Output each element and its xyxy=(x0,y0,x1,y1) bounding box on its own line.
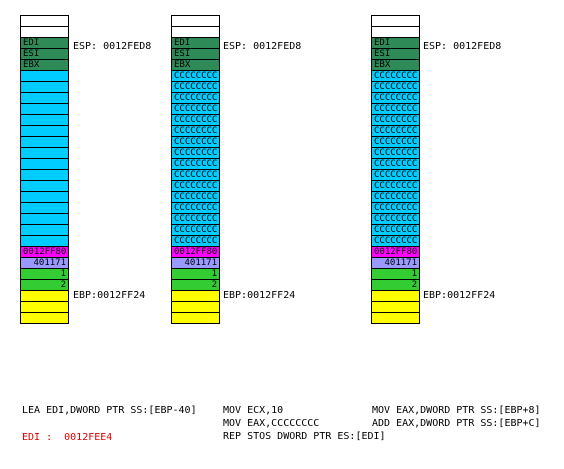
esp-label-1: ESP: 0012FED8 xyxy=(73,41,152,52)
stack-diagram-2: EDI ESI EBX CCCCCCCC CCCCCCCC CCCCCCCC CCCCCCC… xyxy=(171,15,220,324)
code-lea-edi: LEA EDI,DWORD PTR SS:[EBP-40] xyxy=(22,405,197,416)
stack-diagram-3: EDI ESI EBX CCCCCCCC CCCCCCCC CCCCCCCC CCCCCCC… xyxy=(371,15,420,324)
ebp-label-1: EBP:0012FF24 xyxy=(73,290,146,301)
ebp-label-3: EBP:0012FF24 xyxy=(423,290,496,301)
code-mov-ecx: MOV ECX,10 xyxy=(223,405,284,416)
stack-diagram-1: EDI ESI EBX 0012FF80 401171 1 2 xyxy=(20,15,69,324)
code-add-eax-ebpc: ADD EAX,DWORD PTR SS:[EBP+C] xyxy=(372,418,541,429)
stack-cell xyxy=(20,312,69,324)
code-mov-eax-ebp8: MOV EAX,DWORD PTR SS:[EBP+8] xyxy=(372,405,541,416)
ebp-label-2: EBP:0012FF24 xyxy=(223,290,296,301)
esp-label-2: ESP: 0012FED8 xyxy=(223,41,302,52)
stack-cell xyxy=(171,312,220,324)
code-edi-value: EDI : 0012FEE4 xyxy=(22,432,113,443)
stack-cell xyxy=(371,312,420,324)
esp-label-3: ESP: 0012FED8 xyxy=(423,41,502,52)
code-mov-eax-cc: MOV EAX,CCCCCCCC xyxy=(223,418,320,429)
code-rep-stos: REP STOS DWORD PTR ES:[EDI] xyxy=(223,431,386,442)
